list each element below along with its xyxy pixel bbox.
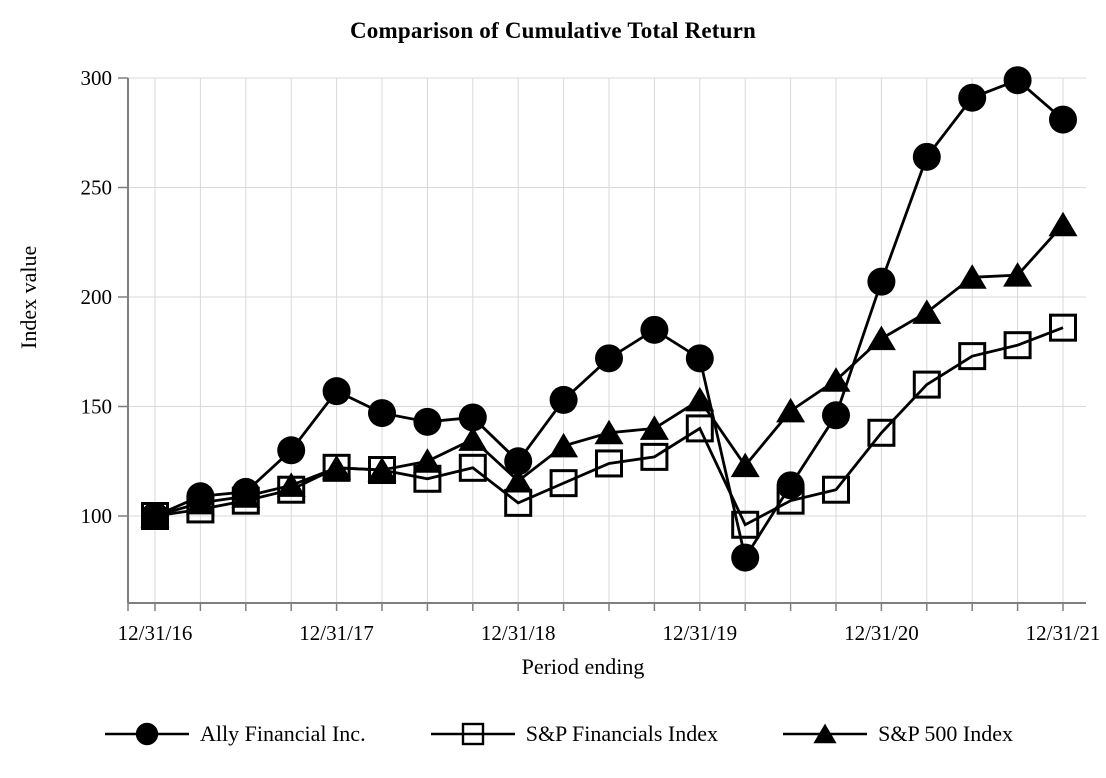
y-tick-label: 150: [81, 395, 113, 419]
series-markers-s-p-financials-index: [141, 313, 1077, 539]
gridlines: [128, 77, 1086, 603]
data-point: [867, 267, 896, 296]
data-point: [822, 475, 850, 504]
series-line-s-p-financials-index: [154, 326, 1064, 527]
open-square-marker-icon: [430, 722, 515, 746]
data-point: [231, 486, 260, 515]
data-point: [640, 315, 669, 344]
data-point: [368, 399, 396, 428]
data-point: [821, 367, 851, 392]
legend-label: Ally Financial Inc.: [200, 721, 366, 746]
data-point: [685, 414, 714, 443]
data-point: [322, 377, 351, 406]
data-point: [912, 142, 941, 171]
data-point: [1049, 313, 1077, 342]
data-point: [231, 477, 260, 506]
data-point: [367, 457, 397, 482]
chart-legend: Ally Financial Inc. S&P Financials Index S…: [105, 716, 1013, 752]
legend-label: S&P Financials Index: [525, 721, 718, 746]
data-point: [594, 419, 624, 445]
data-point: [685, 344, 714, 373]
filled-circle-marker-icon: [105, 722, 189, 746]
data-point: [912, 370, 941, 399]
tick-marks: [118, 77, 1064, 611]
data-point: [1003, 262, 1033, 287]
data-point: [1049, 105, 1077, 134]
x-tick-label: 12/31/19: [662, 621, 737, 645]
data-point: [413, 407, 442, 436]
data-point: [731, 543, 760, 572]
data-point: [549, 469, 578, 498]
x-tick-label: 12/31/18: [481, 621, 556, 645]
y-tick-label: 250: [81, 176, 113, 200]
data-point: [458, 453, 487, 482]
y-tick-label: 200: [81, 285, 113, 309]
data-point: [504, 488, 533, 517]
data-point: [458, 403, 487, 432]
data-point: [322, 453, 351, 482]
data-point: [141, 502, 169, 530]
filled-triangle-marker-icon: [783, 723, 868, 744]
x-tick-label: 12/31/20: [844, 621, 919, 645]
data-point: [866, 325, 896, 351]
data-point: [912, 299, 942, 324]
chart-title: Comparison of Cumulative Total Return: [349, 18, 757, 43]
data-point: [822, 401, 850, 430]
y-tick-labels: 100 150 200 250 300: [81, 66, 113, 528]
data-point: [1003, 66, 1032, 95]
data-point: [504, 447, 533, 476]
data-point: [135, 722, 159, 746]
data-point: [186, 495, 215, 524]
data-point: [958, 342, 987, 371]
data-point: [141, 502, 169, 530]
data-point: [776, 486, 805, 515]
data-point: [867, 418, 896, 447]
data-point: [1048, 211, 1078, 237]
data-point: [276, 472, 306, 497]
data-point: [776, 471, 805, 500]
y-tick-label: 100: [81, 504, 113, 528]
data-point: [595, 449, 623, 478]
legend-label: S&P 500 Index: [878, 721, 1013, 746]
data-point: [368, 456, 396, 485]
x-tick-label: 12/31/16: [118, 621, 193, 645]
data-point: [958, 83, 987, 112]
data-point: [640, 442, 669, 471]
data-point: [549, 432, 579, 458]
data-point: [731, 510, 760, 539]
data-point: [1003, 331, 1032, 360]
y-tick-label: 300: [81, 66, 113, 90]
data-point: [461, 722, 484, 746]
data-point: [413, 464, 442, 493]
data-point: [595, 344, 623, 373]
data-point: [277, 436, 306, 465]
legend-item-s-p-500-index: S&P 500 Index: [783, 716, 1013, 752]
data-point: [813, 723, 837, 744]
x-tick-label: 12/31/21: [1026, 621, 1101, 645]
data-point: [730, 452, 760, 478]
data-point: [412, 448, 442, 473]
data-point: [458, 426, 488, 451]
legend-item-ally-financial-inc: Ally Financial Inc.: [105, 716, 366, 752]
axes: [127, 78, 1086, 604]
series-markers-ally-financial-inc: [141, 66, 1077, 572]
x-tick-label: 12/31/17: [299, 621, 374, 645]
data-point: [322, 454, 352, 480]
data-point: [639, 415, 669, 440]
data-point: [503, 467, 533, 493]
data-point: [277, 475, 306, 504]
data-point: [776, 397, 806, 423]
data-point: [685, 386, 715, 412]
data-point: [957, 264, 987, 289]
x-axis-title: Period ending: [521, 654, 645, 679]
x-tick-labels: 12/31/16 12/31/17 12/31/18 12/31/19 12/31/20…: [118, 621, 1101, 645]
legend-item-s-p-financials-index: S&P Financials Index: [430, 716, 718, 752]
data-point: [549, 385, 578, 414]
